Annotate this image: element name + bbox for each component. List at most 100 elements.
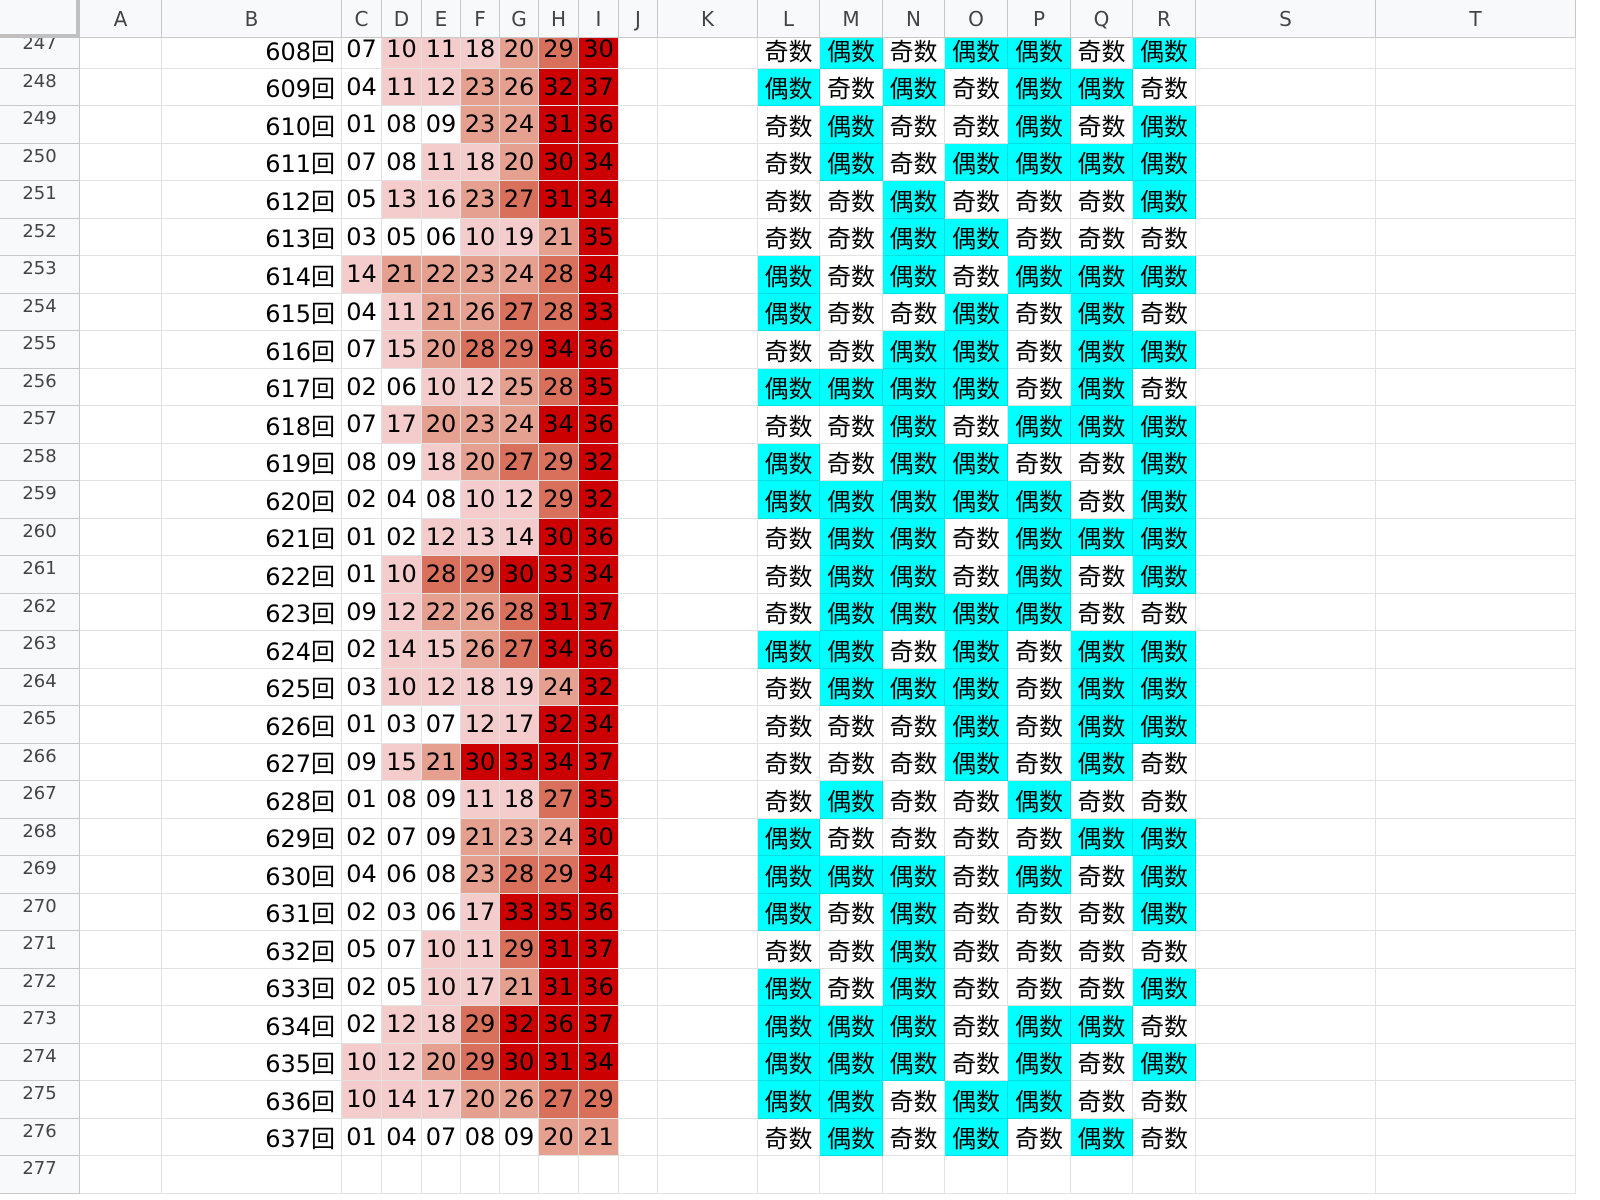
empty-cell[interactable]	[1196, 968, 1376, 1006]
empty-cell[interactable]	[658, 781, 758, 819]
parity-cell[interactable]: 奇数	[1008, 668, 1071, 706]
parity-cell[interactable]: 偶数	[883, 181, 945, 219]
number-cell[interactable]: 10	[422, 368, 461, 406]
number-cell[interactable]: 21	[422, 743, 461, 781]
number-cell[interactable]	[539, 1156, 579, 1194]
empty-cell[interactable]	[658, 1156, 758, 1194]
number-cell[interactable]: 37	[579, 1006, 619, 1044]
empty-cell[interactable]	[1376, 631, 1576, 669]
number-cell[interactable]: 33	[500, 743, 539, 781]
number-cell[interactable]: 18	[422, 1006, 461, 1044]
empty-cell[interactable]	[619, 1006, 658, 1044]
empty-cell[interactable]	[658, 968, 758, 1006]
empty-cell[interactable]	[1376, 1156, 1576, 1194]
draw-number-cell[interactable]: 631回	[162, 893, 342, 931]
number-cell[interactable]: 11	[422, 143, 461, 181]
parity-cell[interactable]: 奇数	[1071, 893, 1133, 931]
number-cell[interactable]: 10	[382, 668, 422, 706]
parity-cell[interactable]: 偶数	[820, 518, 883, 556]
row-header[interactable]: 268	[0, 818, 80, 856]
parity-cell[interactable]: 偶数	[1008, 143, 1071, 181]
parity-cell[interactable]: 奇数	[1071, 968, 1133, 1006]
parity-cell[interactable]	[1071, 1156, 1133, 1194]
number-cell[interactable]: 05	[382, 218, 422, 256]
cell-a[interactable]	[80, 256, 162, 294]
parity-cell[interactable]: 偶数	[1071, 743, 1133, 781]
parity-cell[interactable]: 偶数	[820, 1081, 883, 1119]
parity-cell[interactable]: 奇数	[1071, 443, 1133, 481]
parity-cell[interactable]: 偶数	[1071, 1118, 1133, 1156]
number-cell[interactable]: 28	[422, 556, 461, 594]
parity-cell[interactable]: 奇数	[758, 106, 820, 144]
empty-cell[interactable]	[1196, 781, 1376, 819]
empty-cell[interactable]	[619, 968, 658, 1006]
parity-cell[interactable]: 奇数	[883, 106, 945, 144]
number-cell[interactable]: 15	[382, 743, 422, 781]
draw-number-cell[interactable]: 617回	[162, 368, 342, 406]
parity-cell[interactable]: 奇数	[1008, 631, 1071, 669]
parity-cell[interactable]: 偶数	[1071, 68, 1133, 106]
number-cell[interactable]: 26	[500, 1081, 539, 1119]
number-cell[interactable]: 19	[500, 668, 539, 706]
number-cell[interactable]: 07	[422, 706, 461, 744]
number-cell[interactable]: 18	[500, 781, 539, 819]
empty-cell[interactable]	[658, 218, 758, 256]
parity-cell[interactable]: 奇数	[1071, 856, 1133, 894]
parity-cell[interactable]: 奇数	[820, 818, 883, 856]
number-cell[interactable]: 21	[422, 293, 461, 331]
empty-cell[interactable]	[1376, 143, 1576, 181]
empty-cell[interactable]	[1376, 1118, 1576, 1156]
empty-cell[interactable]	[658, 1081, 758, 1119]
parity-cell[interactable]: 奇数	[945, 893, 1008, 931]
parity-cell[interactable]: 奇数	[820, 968, 883, 1006]
empty-cell[interactable]	[619, 368, 658, 406]
parity-cell[interactable]: 偶数	[945, 218, 1008, 256]
number-cell[interactable]: 17	[382, 406, 422, 444]
number-cell[interactable]: 09	[422, 781, 461, 819]
empty-cell[interactable]	[619, 1081, 658, 1119]
empty-cell[interactable]	[1196, 443, 1376, 481]
number-cell[interactable]: 29	[461, 1006, 500, 1044]
draw-number-cell[interactable]: 629回	[162, 818, 342, 856]
cell-a[interactable]	[80, 818, 162, 856]
number-cell[interactable]: 34	[539, 743, 579, 781]
empty-cell[interactable]	[658, 668, 758, 706]
empty-cell[interactable]	[658, 556, 758, 594]
empty-cell[interactable]	[1196, 406, 1376, 444]
empty-cell[interactable]	[619, 1118, 658, 1156]
empty-cell[interactable]	[619, 106, 658, 144]
parity-cell[interactable]: 偶数	[1071, 706, 1133, 744]
number-cell[interactable]: 03	[342, 218, 382, 256]
cell-a[interactable]	[80, 406, 162, 444]
column-header-f[interactable]: F	[461, 0, 500, 38]
parity-cell[interactable]: 偶数	[883, 856, 945, 894]
cell-a[interactable]	[80, 968, 162, 1006]
row-header[interactable]: 251	[0, 181, 80, 219]
parity-cell[interactable]: 奇数	[758, 331, 820, 369]
row-header[interactable]: 256	[0, 368, 80, 406]
number-cell[interactable]: 35	[579, 781, 619, 819]
number-cell[interactable]: 22	[422, 593, 461, 631]
empty-cell[interactable]	[1196, 631, 1376, 669]
number-cell[interactable]: 27	[539, 1081, 579, 1119]
draw-number-cell[interactable]: 611回	[162, 143, 342, 181]
parity-cell[interactable]: 奇数	[758, 668, 820, 706]
parity-cell[interactable]: 偶数	[1008, 781, 1071, 819]
row-header[interactable]: 272	[0, 968, 80, 1006]
number-cell[interactable]: 34	[579, 1043, 619, 1081]
empty-cell[interactable]	[1376, 368, 1576, 406]
number-cell[interactable]: 30	[539, 143, 579, 181]
cell-a[interactable]	[80, 218, 162, 256]
number-cell[interactable]: 23	[461, 856, 500, 894]
empty-cell[interactable]	[1376, 893, 1576, 931]
number-cell[interactable]: 34	[539, 406, 579, 444]
draw-number-cell[interactable]: 626回	[162, 706, 342, 744]
empty-cell[interactable]	[1376, 106, 1576, 144]
parity-cell[interactable]: 偶数	[883, 256, 945, 294]
row-header[interactable]: 273	[0, 1006, 80, 1044]
parity-cell[interactable]: 奇数	[883, 293, 945, 331]
number-cell[interactable]: 26	[461, 631, 500, 669]
empty-cell[interactable]	[658, 1006, 758, 1044]
row-header[interactable]: 262	[0, 593, 80, 631]
parity-cell[interactable]: 偶数	[758, 818, 820, 856]
